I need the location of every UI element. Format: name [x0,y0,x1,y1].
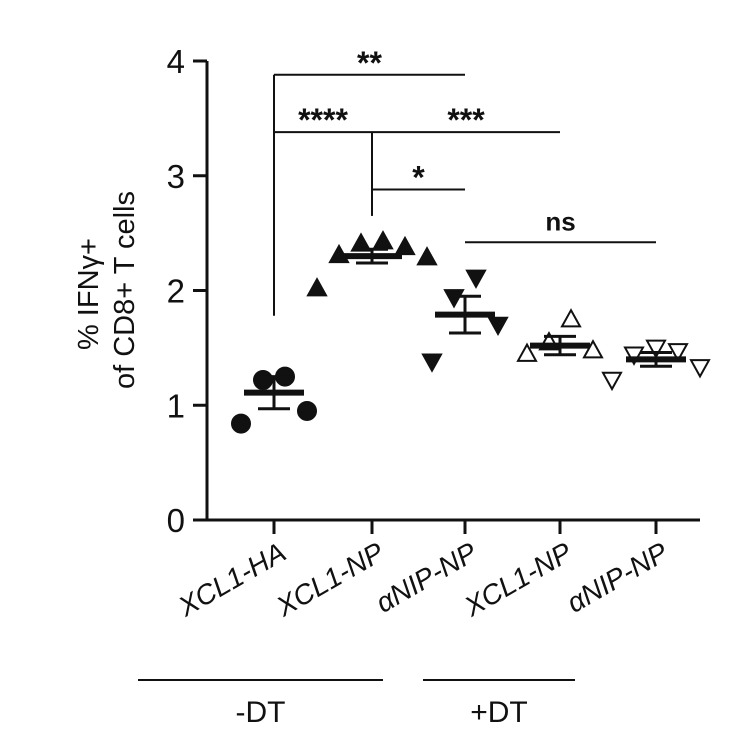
data-point [560,308,582,328]
data-point [689,359,711,379]
group-label: -DT [236,696,286,729]
significance-label: *** [447,102,485,138]
data-point [667,343,689,363]
data-point [601,371,623,392]
x-tick-label: XCL1-NP [458,536,577,623]
data-point [465,269,487,289]
x-tick-label: αNIP-NP [561,536,673,618]
significance-label: * [412,160,425,196]
plot-area: 01234XCL1-HAXCL1-NPαNIP-NPXCL1-NPαNIP-NP… [138,43,711,729]
data-point [231,413,251,434]
y-tick-label: 3 [167,158,185,195]
y-axis-label: % IFNγ+ of CD8+ T cells [73,191,141,389]
data-point [487,316,509,336]
x-tick-label: XCL1-NP [270,536,389,623]
y-tick-label: 0 [167,502,185,539]
data-point [394,235,416,256]
y-tick-label: 2 [167,273,185,310]
data-point [623,346,645,366]
data-point [306,277,328,297]
data-point [582,339,604,359]
y-tick-label: 4 [167,43,185,80]
data-point [372,230,394,250]
data-point [443,289,465,309]
y-axis-label-line2: of CD8+ T cells [109,191,141,389]
data-point [645,339,667,359]
group-label: +DT [470,696,528,729]
significance-label: **** [298,102,348,138]
x-tick-label: XCL1-HA [172,536,291,622]
data-point [253,370,273,391]
significance-label: ** [357,45,382,81]
y-tick-label: 1 [167,387,185,424]
data-point [297,400,317,421]
data-point [416,246,438,266]
data-point [516,342,538,362]
data-point [421,353,443,373]
significance-label: ns [545,206,575,236]
y-axis-label-line1: % IFNγ+ [73,238,105,350]
